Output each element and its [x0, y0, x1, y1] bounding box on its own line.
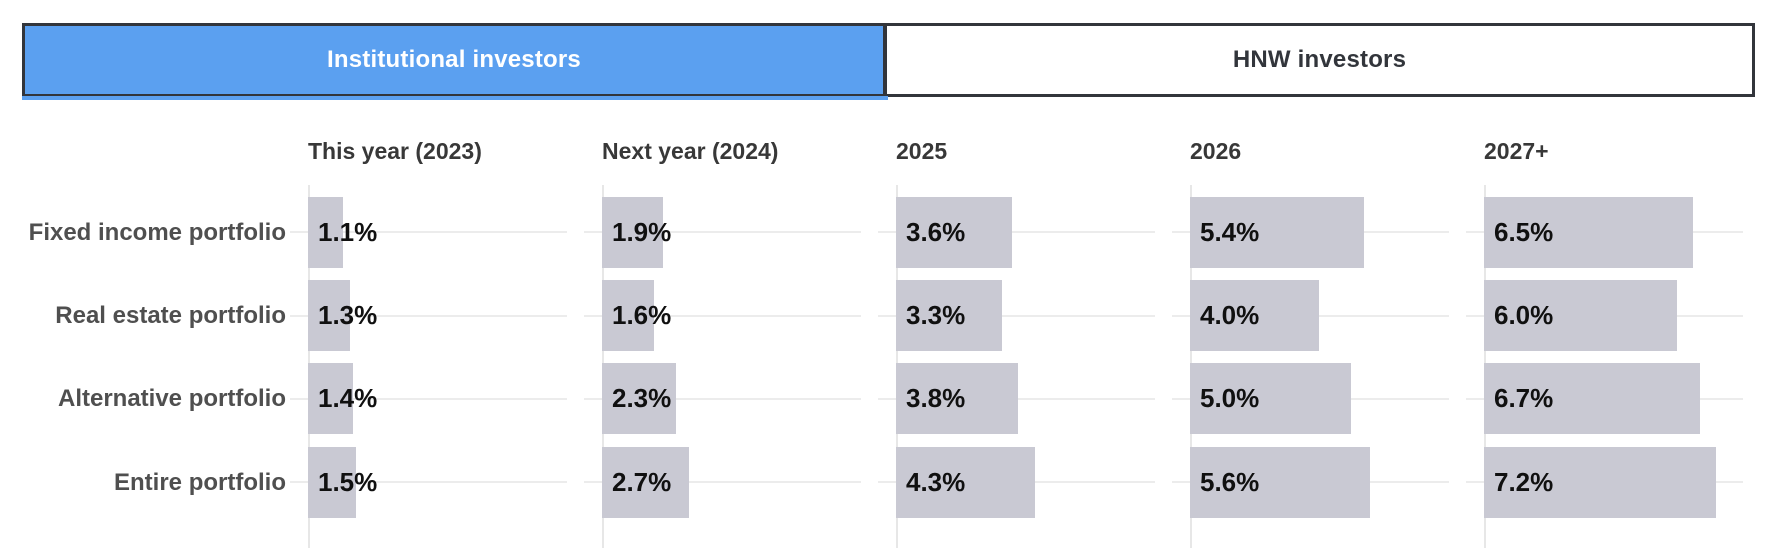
gridline — [584, 315, 861, 317]
gridline — [290, 231, 567, 233]
bar-value-label: 7.2% — [1494, 467, 1554, 497]
gridline — [584, 481, 861, 483]
bar — [1484, 280, 1678, 351]
bar — [1484, 197, 1694, 268]
bar-value-label: 5.4% — [1200, 217, 1260, 247]
bar — [1190, 363, 1351, 434]
tab-label: Institutional investors — [327, 46, 581, 73]
bar — [308, 447, 357, 518]
bar-value-label: 2.7% — [612, 467, 672, 497]
bar — [896, 447, 1035, 518]
bar-value-label: 1.6% — [612, 300, 672, 330]
bar-value-label: 1.3% — [318, 300, 378, 330]
column-header: 2027+ — [1484, 138, 1549, 164]
gridline — [878, 231, 1155, 233]
chart-column: 2025 3.6% 3.3% 3.8% 4.3% — [878, 0, 1190, 552]
bar-value-label: 6.0% — [1494, 300, 1554, 330]
bar — [1190, 197, 1364, 268]
bar — [896, 197, 1012, 268]
bar-value-label: 5.6% — [1200, 467, 1260, 497]
gridline — [290, 315, 567, 317]
bar — [308, 280, 350, 351]
bar-value-label: 5.0% — [1200, 383, 1260, 413]
column-header: This year (2023) — [308, 138, 482, 164]
bar-value-label: 1.5% — [318, 467, 378, 497]
bar-value-label: 4.3% — [906, 467, 966, 497]
bar-value-label: 3.8% — [906, 383, 966, 413]
tab-label: HNW investors — [1232, 46, 1407, 73]
column-header: 2026 — [1190, 138, 1242, 164]
row-label: Real estate portfolio — [55, 301, 286, 329]
gridline — [878, 315, 1155, 317]
active-tab-indicator — [22, 96, 888, 100]
tab-hnw-investors[interactable]: HNW investors — [887, 26, 1752, 94]
gridline — [584, 231, 861, 233]
row-label: Fixed income portfolio — [28, 218, 286, 246]
bar-value-label: 1.4% — [318, 383, 378, 413]
bar-value-label: 6.5% — [1494, 217, 1554, 247]
bar — [896, 363, 1019, 434]
bar — [602, 363, 677, 434]
bar-value-label: 3.6% — [906, 217, 966, 247]
bar — [602, 197, 664, 268]
bar-value-label: 1.9% — [612, 217, 672, 247]
bar-value-label: 1.1% — [318, 217, 378, 247]
bar-value-label: 3.3% — [906, 300, 966, 330]
row-label: Entire portfolio — [114, 468, 286, 496]
chart-column: This year (2023) 1.1% 1.3% 1.4% 1.5% — [290, 0, 602, 552]
column-header: 2025 — [896, 138, 948, 164]
bar-value-label: 2.3% — [612, 383, 672, 413]
bar — [308, 363, 354, 434]
gridline — [290, 481, 567, 483]
tab-bar: Institutional investors HNW investors — [22, 23, 1755, 97]
bar — [896, 280, 1003, 351]
bar — [308, 197, 344, 268]
chart-column: 2026 5.4% 4.0% 5.0% 5.6% — [1172, 0, 1484, 552]
column-header: Next year (2024) — [602, 138, 779, 164]
gridline — [584, 398, 861, 400]
row-label: Alternative portfolio — [57, 384, 286, 412]
chart-column: Next year (2024) 1.9% 1.6% 2.3% 2.7% — [584, 0, 896, 552]
bar — [602, 280, 654, 351]
bar — [602, 447, 689, 518]
tab-institutional-investors[interactable]: Institutional investors — [25, 26, 887, 94]
bar-value-label: 6.7% — [1494, 383, 1554, 413]
bar — [1484, 447, 1716, 518]
bar-value-label: 4.0% — [1200, 300, 1260, 330]
chart-column: 2027+ 6.5% 6.0% 6.7% 7.2% — [1466, 0, 1777, 552]
bar — [1484, 363, 1700, 434]
bar — [1190, 280, 1319, 351]
gridline — [290, 398, 567, 400]
bar — [1190, 447, 1371, 518]
